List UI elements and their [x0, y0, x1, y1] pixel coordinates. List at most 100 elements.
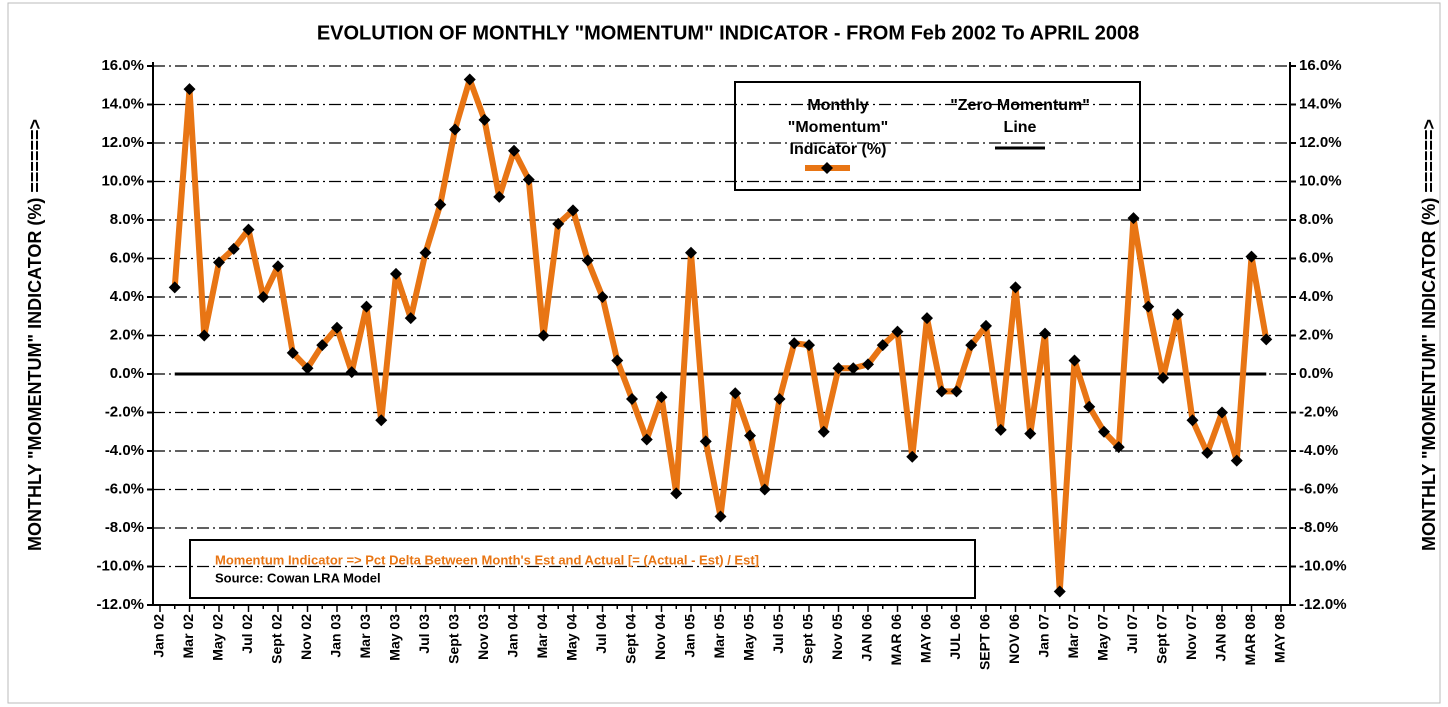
- x-tick-label: May 02: [210, 614, 226, 661]
- data-point: [434, 198, 447, 211]
- x-tick-label: Jul 04: [593, 614, 609, 654]
- data-point: [862, 358, 874, 371]
- y2-tick-label: 4.0%: [1299, 288, 1333, 305]
- data-point: [817, 425, 830, 438]
- x-tick-label: Mar 03: [357, 614, 373, 659]
- x-tick-label: Jan 05: [682, 614, 698, 658]
- x-tick-label: Jan 04: [505, 614, 521, 658]
- data-point: [478, 113, 491, 126]
- data-point: [994, 423, 1007, 436]
- data-point: [965, 339, 978, 352]
- data-point: [581, 254, 594, 267]
- y-tick-label: -2.0%: [105, 403, 144, 420]
- data-point: [788, 337, 801, 350]
- x-tick-label: Mar 04: [534, 614, 550, 659]
- data-point: [626, 393, 638, 406]
- data-point: [316, 339, 329, 352]
- x-tick-label: Jul 02: [239, 614, 255, 654]
- data-point: [832, 362, 845, 375]
- x-tick-label: May 05: [741, 614, 757, 661]
- x-tick-label: Jan 03: [328, 614, 344, 658]
- data-point: [1171, 308, 1184, 321]
- y-tick-label: 8.0%: [110, 211, 144, 228]
- data-point: [493, 190, 506, 203]
- legend-label: "Zero Momentum" Line: [950, 97, 1090, 136]
- data-point: [1024, 427, 1037, 440]
- data-point: [1260, 333, 1273, 346]
- x-tick-label: Jul 05: [770, 614, 786, 654]
- x-tick-label: May 03: [387, 614, 403, 661]
- y2-tick-label: 6.0%: [1299, 249, 1333, 266]
- data-point: [286, 346, 299, 359]
- data-point: [404, 312, 417, 325]
- y2-tick-label: 0.0%: [1299, 365, 1333, 382]
- legend-label: Monthly "Momentum" Indicator (%): [787, 97, 889, 158]
- legend-marker: [821, 162, 833, 174]
- data-point: [1230, 454, 1243, 467]
- data-point: [596, 291, 609, 303]
- data-point: [655, 391, 668, 404]
- data-point: [906, 450, 919, 463]
- y2-tick-label: -6.0%: [1299, 480, 1338, 497]
- data-point: [345, 366, 358, 379]
- data-point: [1098, 425, 1110, 438]
- data-point: [227, 242, 240, 255]
- data-point: [758, 483, 771, 496]
- data-point: [891, 325, 904, 338]
- annotation-box: [189, 539, 976, 599]
- x-tick-label: Jul 07: [1124, 614, 1140, 654]
- x-tick-label: Sept 07: [1154, 614, 1170, 664]
- data-point: [1142, 300, 1155, 313]
- y2-tick-label: 16.0%: [1299, 57, 1342, 74]
- data-point: [537, 329, 550, 342]
- data-point: [360, 300, 373, 313]
- data-point: [390, 267, 402, 280]
- x-tick-label: Nov 05: [829, 614, 845, 660]
- x-tick-label: Sept 02: [269, 614, 285, 664]
- y2-tick-label: -12.0%: [1299, 596, 1347, 613]
- x-tick-label: Jan 07: [1036, 614, 1052, 658]
- data-point: [183, 83, 196, 96]
- data-point: [419, 246, 432, 259]
- x-tick-label: JAN 06: [859, 614, 875, 662]
- data-point: [508, 144, 520, 157]
- data-point: [1009, 281, 1022, 294]
- legend-box: [734, 81, 1141, 191]
- x-tick-label: Nov 03: [475, 614, 491, 660]
- annotation: Source: Cowan LRA Model: [215, 570, 381, 585]
- x-tick-label: Mar 02: [180, 614, 196, 659]
- data-point: [876, 339, 889, 352]
- data-point: [375, 414, 388, 427]
- data-point: [1053, 585, 1066, 598]
- data-point: [567, 204, 579, 217]
- annotation: Momentum Indicator => Pct Delta Between …: [215, 552, 759, 567]
- data-point: [1083, 400, 1096, 413]
- data-point: [242, 223, 255, 236]
- y-axis-label: MONTHLY "MOMENTUM" INDICATOR (%) ======>: [25, 119, 45, 551]
- outer-border: [7, 2, 1441, 704]
- data-point: [1245, 250, 1258, 263]
- y-tick-label: 10.0%: [101, 172, 144, 189]
- y-tick-label: 12.0%: [101, 134, 144, 151]
- x-tick-label: May 07: [1095, 614, 1111, 661]
- x-tick-label: Sept 04: [623, 614, 639, 664]
- y2-tick-label: -2.0%: [1299, 403, 1338, 420]
- data-point: [980, 319, 992, 332]
- data-point: [921, 312, 933, 325]
- data-point: [729, 387, 742, 400]
- data-point: [744, 429, 756, 442]
- data-point: [1216, 406, 1228, 419]
- x-tick-label: Mar 05: [711, 614, 727, 659]
- x-tick-label: May 04: [564, 614, 580, 661]
- x-tick-label: MAR 08: [1242, 614, 1258, 666]
- y-tick-label: 6.0%: [110, 249, 144, 266]
- data-point: [611, 354, 624, 367]
- data-point: [1186, 414, 1199, 427]
- x-tick-label: JUL 06: [947, 614, 963, 660]
- data-point: [168, 281, 181, 294]
- y2-tick-label: 10.0%: [1299, 172, 1342, 189]
- y-tick-label: 16.0%: [101, 57, 144, 74]
- x-tick-label: Jul 03: [416, 614, 432, 654]
